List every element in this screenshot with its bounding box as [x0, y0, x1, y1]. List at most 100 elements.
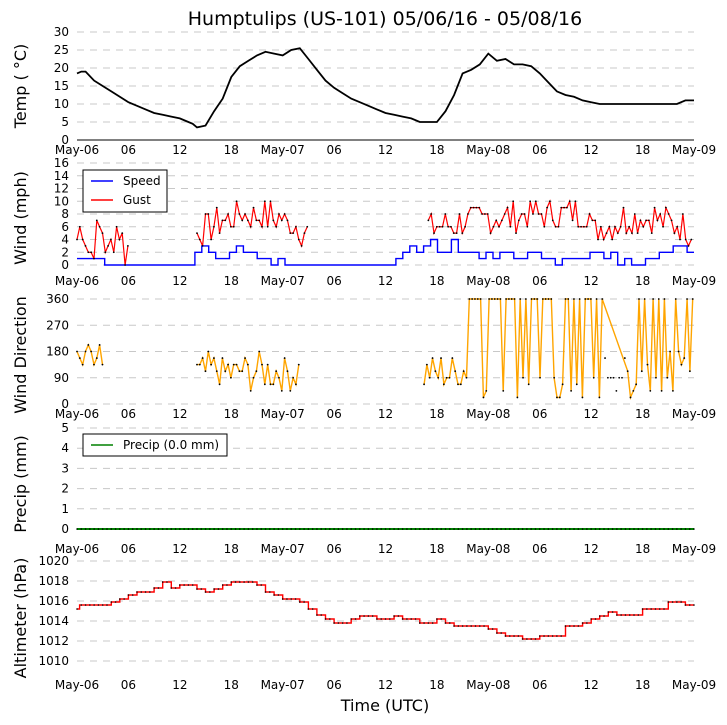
data-point	[425, 363, 428, 366]
data-point	[603, 528, 605, 530]
data-point	[641, 608, 644, 610]
data-point	[98, 225, 101, 228]
x-tick-label: May-06	[55, 143, 99, 157]
data-point	[363, 528, 365, 530]
y-tick-label: 6	[61, 220, 69, 234]
data-point	[341, 528, 344, 530]
data-point	[76, 608, 78, 610]
data-point	[645, 219, 647, 222]
data-point	[681, 213, 684, 215]
data-point	[406, 618, 408, 620]
data-point	[676, 528, 678, 530]
data-point	[652, 298, 655, 300]
data-point	[458, 213, 461, 215]
data-point	[611, 528, 614, 530]
data-point	[604, 357, 606, 359]
x-tick-label: May-09	[672, 678, 716, 692]
data-point	[136, 591, 138, 593]
data-point	[252, 206, 255, 209]
x-tick-label: May-06	[55, 407, 99, 421]
data-point	[273, 594, 275, 596]
data-point	[577, 528, 580, 530]
data-point	[430, 213, 433, 215]
data-point	[354, 618, 357, 620]
data-point	[461, 232, 464, 235]
data-point	[590, 298, 592, 300]
data-point	[84, 604, 87, 606]
data-point	[210, 238, 213, 241]
data-point	[81, 363, 84, 366]
data-point	[551, 219, 554, 222]
data-point	[95, 219, 98, 222]
data-point	[493, 298, 496, 300]
data-point	[680, 601, 682, 603]
data-point	[258, 219, 261, 222]
data-point	[503, 213, 506, 215]
data-point	[341, 622, 344, 624]
data-point	[295, 225, 297, 228]
data-point	[354, 528, 357, 530]
data-point	[433, 232, 435, 235]
data-point	[328, 618, 331, 620]
data-point	[659, 213, 662, 215]
data-point	[397, 528, 400, 530]
data-point	[264, 528, 267, 530]
x-tick-label: 18	[635, 143, 650, 157]
data-point	[140, 591, 143, 593]
data-point	[543, 528, 545, 530]
data-point	[573, 625, 575, 627]
data-point	[474, 625, 477, 627]
data-point	[536, 298, 539, 300]
data-point	[624, 528, 627, 530]
data-point	[641, 528, 644, 530]
x-tick-label: 06	[121, 274, 136, 288]
data-point	[611, 238, 614, 241]
data-point	[482, 396, 485, 399]
data-point	[442, 383, 445, 386]
data-point	[626, 370, 629, 373]
data-point	[551, 528, 554, 530]
data-point	[140, 528, 143, 530]
data-point	[638, 298, 640, 300]
data-point	[526, 528, 528, 530]
x-tick-label: May-09	[672, 407, 716, 421]
x-tick-label: May-07	[261, 407, 305, 421]
x-axis-label: Time (UTC)	[340, 696, 429, 715]
data-point	[78, 357, 81, 359]
series-line-speed	[77, 238, 694, 266]
x-tick-label: 06	[532, 274, 547, 288]
data-point	[679, 238, 681, 241]
y-tick-label: 15	[54, 79, 69, 93]
data-point	[255, 219, 258, 222]
x-tick-label: 06	[121, 143, 136, 157]
data-point	[93, 528, 95, 530]
data-point	[664, 206, 667, 209]
data-point	[196, 588, 198, 590]
data-point	[457, 528, 460, 530]
x-tick-label: 06	[532, 143, 547, 157]
data-point	[434, 370, 437, 373]
data-point	[598, 528, 601, 530]
data-point	[98, 344, 101, 346]
x-tick-label: May-09	[672, 143, 716, 157]
data-point	[367, 528, 370, 530]
data-point	[646, 528, 648, 530]
data-point	[224, 219, 227, 222]
data-point	[521, 528, 524, 530]
data-point	[633, 614, 635, 616]
data-point	[166, 528, 168, 530]
data-point	[470, 625, 472, 627]
data-point	[423, 383, 425, 386]
x-tick-label: May-06	[55, 678, 99, 692]
data-point	[504, 635, 507, 637]
data-point	[534, 638, 537, 640]
data-point	[224, 370, 227, 373]
data-point	[249, 225, 252, 228]
data-point	[578, 298, 581, 300]
data-point	[76, 238, 78, 241]
data-point	[76, 528, 78, 530]
data-point	[462, 370, 465, 373]
data-point	[397, 615, 400, 617]
data-point	[303, 232, 306, 235]
data-point	[290, 528, 293, 530]
